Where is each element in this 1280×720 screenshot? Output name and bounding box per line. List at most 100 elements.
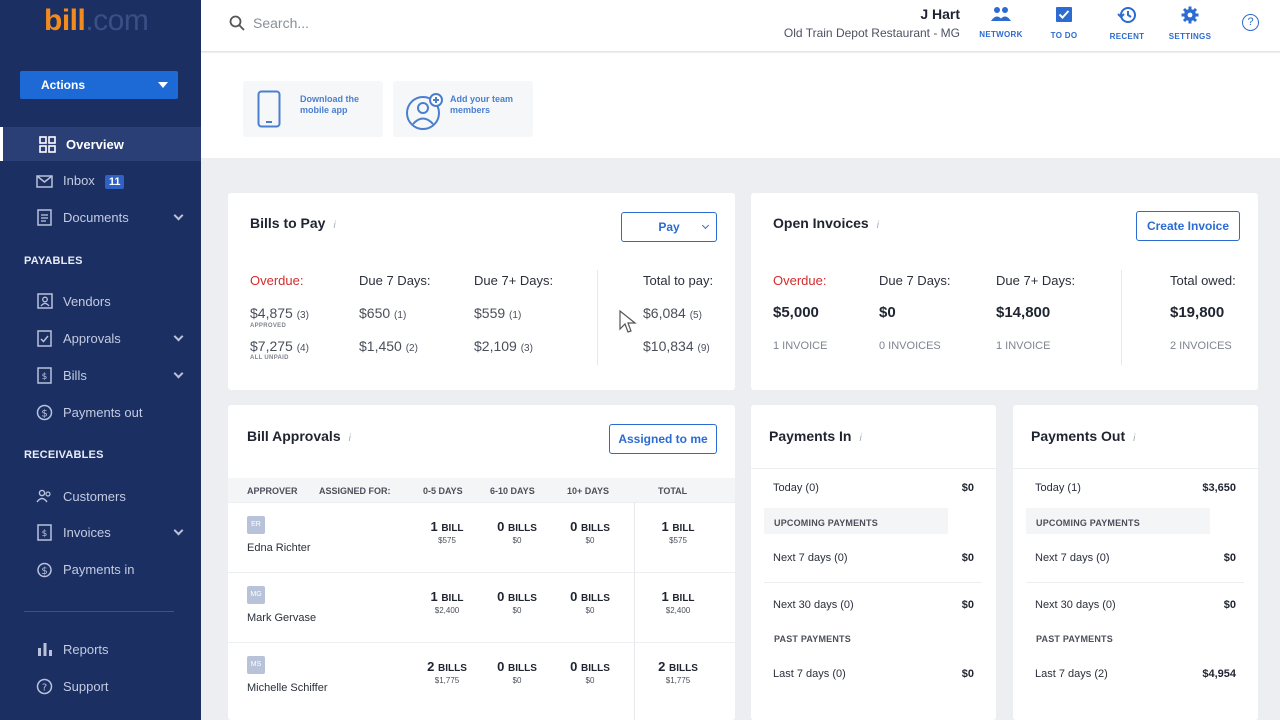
bill-count-0-5-days[interactable]: 2 BILLS $1,775 — [417, 659, 477, 685]
bill-com-logo[interactable]: bill.com — [44, 4, 149, 38]
settings-button[interactable]: SETTINGS — [1160, 6, 1220, 41]
sidebar-item-approvals[interactable]: Approvals — [0, 321, 201, 355]
due7plus-approved-amount[interactable]: $559 (1) — [474, 305, 521, 321]
payments-in-next30-label[interactable]: Next 30 days (0) — [773, 599, 854, 611]
overdue-unpaid-amount[interactable]: $7,275 (4) — [250, 338, 309, 354]
bill-count-0-5-days[interactable]: 1 BILL $2,400 — [417, 589, 477, 615]
company-name[interactable]: Old Train Depot Restaurant - MG — [783, 26, 960, 40]
due7-approved-amount[interactable]: $650 (1) — [359, 305, 406, 321]
count-text: (5) — [689, 310, 702, 321]
todo-button[interactable]: TO DO — [1034, 6, 1094, 40]
mobile-app-text: Download the mobile app — [300, 94, 359, 115]
sidebar-item-overview[interactable]: Overview — [0, 127, 201, 161]
sidebar-item-customers[interactable]: Customers — [0, 479, 201, 513]
bill-count-6-10-days[interactable]: 0 BILLS $0 — [487, 519, 547, 545]
actions-dropdown-button[interactable]: Actions — [20, 71, 178, 99]
assigned-to-me-button[interactable]: Assigned to me — [609, 424, 717, 454]
bill-count-10plus-days[interactable]: 0 BILLS $0 — [560, 589, 620, 615]
payments-in-next7-label[interactable]: Next 7 days (0) — [773, 552, 848, 564]
avatar: MS — [247, 656, 265, 674]
table-row[interactable] — [228, 502, 735, 572]
dollar-drop-icon: $ — [36, 561, 53, 578]
sidebar-item-documents[interactable]: Documents — [0, 200, 201, 234]
approver-name: Edna Richter — [247, 542, 311, 554]
invoices-overdue-amount[interactable]: $5,000 — [773, 304, 819, 321]
pay-button[interactable]: Pay — [621, 212, 717, 242]
gear-icon — [1181, 6, 1199, 28]
sidebar-item-label: Approvals — [63, 330, 121, 346]
due7plus-unpaid-amount[interactable]: $2,109 (3) — [474, 338, 533, 354]
sidebar-item-payments-out[interactable]: $ Payments out — [0, 395, 201, 429]
sidebar-item-payments-in[interactable]: $ Payments in — [0, 552, 201, 586]
section-band — [764, 508, 948, 534]
invoice-icon: $ — [36, 523, 53, 541]
sidebar-item-invoices[interactable]: $ Invoices — [0, 515, 201, 549]
bill-count-total[interactable]: 1 BILL $2,400 — [648, 589, 708, 615]
payments-in-today-label[interactable]: Today (0) — [773, 482, 819, 494]
sidebar-item-label: Support — [63, 678, 109, 694]
bill-count-6-10-days[interactable]: 0 BILLS $0 — [487, 589, 547, 615]
info-icon[interactable]: i — [1133, 433, 1136, 444]
sidebar-item-reports[interactable]: Reports — [0, 632, 201, 666]
info-icon[interactable]: i — [876, 220, 879, 231]
bill-count-total[interactable]: 2 BILLS $1,775 — [648, 659, 708, 685]
count-number: 0 — [570, 589, 578, 604]
table-row[interactable] — [228, 572, 735, 642]
network-button[interactable]: NETWORK — [971, 6, 1031, 39]
divider — [764, 582, 982, 583]
payments-in-title: Payments In i — [769, 428, 869, 445]
sidebar-item-inbox[interactable]: Inbox 11 — [0, 164, 201, 198]
due7-unpaid-amount[interactable]: $1,450 (2) — [359, 338, 418, 354]
bill-count-total[interactable]: 1 BILL $575 — [648, 519, 708, 545]
bills-to-pay-title-text: Bills to Pay — [250, 215, 326, 231]
logo-bill-text: bill — [44, 4, 86, 37]
payments-out-next7-label[interactable]: Next 7 days (0) — [1035, 552, 1110, 564]
overdue-approved-amount[interactable]: $4,875 (3) — [250, 305, 309, 321]
payments-out-last7-label[interactable]: Last 7 days (2) — [1035, 668, 1108, 680]
bills-total-label: Total to pay: — [643, 273, 714, 288]
sidebar-item-vendors[interactable]: Vendors — [0, 284, 201, 318]
sidebar-item-bills[interactable]: $ Bills — [0, 358, 201, 392]
invoices-total-amount[interactable]: $19,800 — [1170, 304, 1225, 321]
bill-count-10plus-days[interactable]: 0 BILLS $0 — [560, 659, 620, 685]
invoices-overdue-count: 1 INVOICE — [773, 340, 828, 352]
envelope-icon — [36, 173, 53, 190]
sidebar: bill.com Actions Overview Inbox 11 Docume… — [0, 0, 201, 720]
payments-out-next30-label[interactable]: Next 30 days (0) — [1035, 599, 1116, 611]
payments-out-next7-value: $0 — [1223, 552, 1236, 564]
sidebar-item-support[interactable]: ? Support — [0, 669, 201, 703]
info-icon[interactable]: i — [859, 433, 862, 444]
count-number: 1 — [661, 519, 669, 534]
count-number: 1 — [661, 589, 669, 604]
bill-count-0-5-days[interactable]: 1 BILL $575 — [417, 519, 477, 545]
payments-out-card — [1013, 405, 1258, 720]
table-row[interactable] — [228, 642, 735, 712]
sidebar-item-label: Payments out — [63, 404, 143, 420]
info-icon[interactable]: i — [333, 220, 336, 231]
payments-in-title-text: Payments In — [769, 428, 852, 444]
recent-button[interactable]: RECENT — [1097, 6, 1157, 41]
bills-overdue-label: Overdue: — [250, 273, 304, 288]
payments-in-last7-label[interactable]: Last 7 days (0) — [773, 668, 846, 680]
bar-chart-icon — [36, 641, 53, 658]
count-text: (2) — [405, 343, 418, 354]
total-approved-amount[interactable]: $6,084 (5) — [643, 305, 702, 321]
user-name[interactable]: J Hart — [920, 6, 960, 22]
info-icon[interactable]: i — [348, 433, 351, 444]
invoices-due7-amount[interactable]: $0 — [879, 304, 896, 321]
payments-out-today-label[interactable]: Today (1) — [1035, 482, 1081, 494]
amount-text: $1,450 — [359, 338, 402, 354]
download-mobile-app-card[interactable]: Download the mobile app — [243, 81, 383, 137]
add-team-members-card[interactable]: Add your team members — [393, 81, 533, 137]
dollar-circle-icon: $ — [36, 404, 53, 421]
create-invoice-button[interactable]: Create Invoice — [1136, 211, 1240, 241]
invoices-due7plus-amount[interactable]: $14,800 — [996, 304, 1051, 321]
bill-count-10plus-days[interactable]: 0 BILLS $0 — [560, 519, 620, 545]
checkbox-icon — [1055, 7, 1073, 27]
bill-count-6-10-days[interactable]: 0 BILLS $0 — [487, 659, 547, 685]
total-unpaid-amount[interactable]: $10,834 (9) — [643, 338, 710, 354]
chevron-down-icon — [173, 331, 184, 342]
document-icon — [36, 208, 53, 226]
search-input[interactable] — [253, 10, 533, 36]
help-icon[interactable]: ? — [1242, 14, 1259, 31]
